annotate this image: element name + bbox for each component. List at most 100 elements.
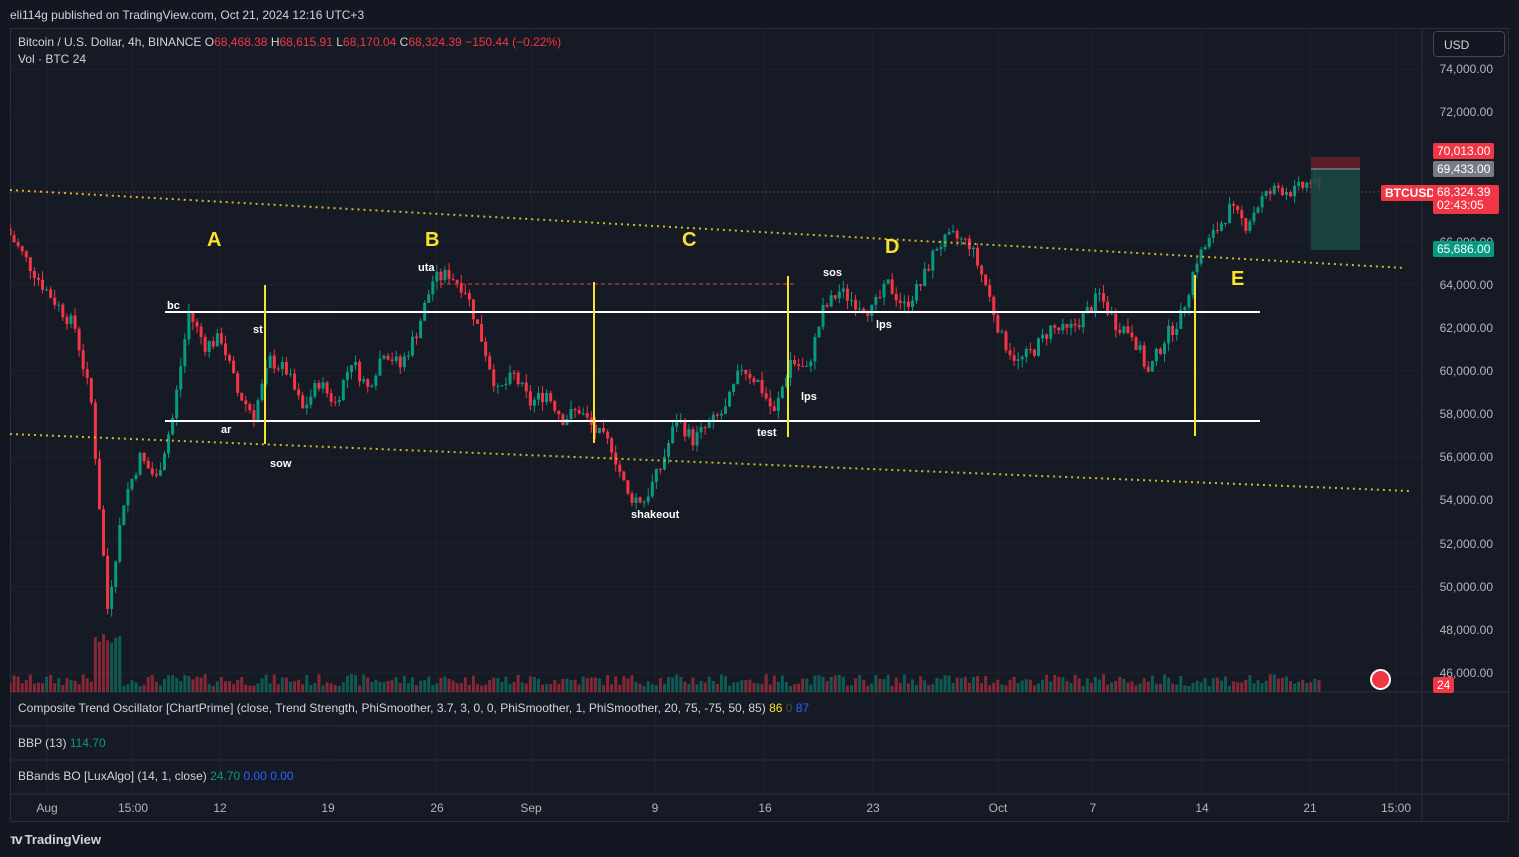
event-label-bc: bc xyxy=(167,300,180,312)
bbands-label[interactable]: BBands BO [LuxAlgo] (14, 1, close) xyxy=(18,769,207,783)
candle-body xyxy=(866,312,870,316)
candle-body xyxy=(524,382,528,392)
candle-body xyxy=(12,235,16,243)
candle-body xyxy=(906,301,910,308)
bbands-value-2: 0.00 xyxy=(243,769,267,783)
candle-body xyxy=(622,471,626,481)
volume-bar xyxy=(801,678,805,692)
volume-bar xyxy=(707,676,711,692)
volume-bar xyxy=(1228,685,1232,692)
candle-body xyxy=(297,389,301,396)
candle-body xyxy=(1297,182,1301,186)
candle-body xyxy=(93,402,97,459)
volume-bar xyxy=(110,642,114,692)
candle-body xyxy=(1195,263,1199,273)
candle-body xyxy=(898,300,902,304)
candle-body xyxy=(236,373,240,393)
volume-bar xyxy=(1297,681,1301,692)
candle-body xyxy=(28,257,32,271)
candle-body xyxy=(203,336,207,352)
candle-body xyxy=(333,401,337,403)
candle-body xyxy=(1179,309,1183,329)
candle-body xyxy=(829,295,833,307)
candle-body xyxy=(691,429,695,446)
candle-body xyxy=(817,326,821,338)
candle-body xyxy=(915,284,919,301)
volume-bar xyxy=(228,680,232,692)
candle-body xyxy=(471,299,475,320)
candle-body xyxy=(1167,325,1171,344)
volume-bar xyxy=(813,675,817,692)
candle-body xyxy=(53,297,57,305)
time-tick-label: Sep xyxy=(520,801,542,815)
volume-bar xyxy=(325,682,329,692)
bbp-label[interactable]: BBP (13) xyxy=(18,736,67,750)
volume-bar xyxy=(719,674,723,692)
candle-body xyxy=(126,489,130,506)
candle-body xyxy=(1000,331,1004,333)
volume-bar xyxy=(691,677,695,692)
volume-bar xyxy=(179,681,183,692)
cto-label[interactable]: Composite Trend Oscillator [ChartPrime] … xyxy=(18,701,766,715)
candle-body xyxy=(976,247,980,266)
low-value: 68,170.04 xyxy=(342,35,397,49)
footer-brand[interactable]: ᴛᴠ TradingView xyxy=(10,831,101,847)
candle-body xyxy=(1211,230,1215,238)
volume-bar xyxy=(833,675,837,692)
volume-bar xyxy=(573,679,577,692)
volume-bar xyxy=(130,680,134,692)
volume-bar xyxy=(951,683,955,692)
candle-body xyxy=(821,304,825,327)
flag-icon[interactable] xyxy=(1370,669,1391,690)
volume-bar xyxy=(488,680,492,692)
candle-body xyxy=(569,409,573,419)
candle-body xyxy=(825,304,829,307)
candle-body xyxy=(1163,343,1167,354)
volume-bar xyxy=(549,684,553,692)
candle-body xyxy=(1041,334,1045,339)
candle-body xyxy=(329,393,333,402)
brand-name: TradingView xyxy=(24,831,101,847)
candle-body xyxy=(923,268,927,286)
candle-body xyxy=(1203,247,1207,250)
volume-bar xyxy=(915,684,919,692)
event-label-test: test xyxy=(757,427,777,439)
volume-label[interactable]: Vol · BTC xyxy=(18,52,70,66)
candle-body xyxy=(207,341,211,352)
time-tick-label: 12 xyxy=(213,801,227,815)
candle-body xyxy=(980,265,984,275)
volume-bar xyxy=(1150,675,1154,692)
candle-body xyxy=(1187,295,1191,308)
candle-body xyxy=(1219,223,1223,231)
volume-bar xyxy=(963,676,967,692)
volume-bar xyxy=(236,679,240,692)
volume-bar xyxy=(577,684,581,692)
volume-bar xyxy=(825,680,829,692)
volume-bar xyxy=(256,683,260,692)
high-value: 68,615.91 xyxy=(279,35,333,49)
candle-body xyxy=(419,320,423,339)
candle-body xyxy=(1289,191,1293,197)
candle-body xyxy=(748,373,752,379)
candle-body xyxy=(142,452,146,461)
volume-bar xyxy=(606,674,610,692)
time-tick-label: 14 xyxy=(1195,801,1209,815)
volume-bar xyxy=(45,676,49,692)
currency-button[interactable]: USD xyxy=(1433,31,1505,57)
upper-trendline xyxy=(10,189,1406,269)
candle-body xyxy=(549,393,553,402)
volume-bar xyxy=(366,677,370,692)
price-chart[interactable] xyxy=(10,28,1509,822)
event-label-uta: uta xyxy=(418,262,435,274)
candle-body xyxy=(1130,332,1134,338)
symbol-name[interactable]: Bitcoin / U.S. Dollar, 4h, BINANCE xyxy=(18,35,202,49)
candle-body xyxy=(228,355,232,361)
candle-body xyxy=(325,382,329,394)
candle-body xyxy=(695,432,699,446)
candle-body xyxy=(1077,325,1081,328)
volume-bar xyxy=(65,678,69,692)
volume-bar xyxy=(378,681,382,692)
volume-bar xyxy=(309,684,313,692)
volume-bar xyxy=(971,676,975,692)
volume-bar xyxy=(301,684,305,692)
